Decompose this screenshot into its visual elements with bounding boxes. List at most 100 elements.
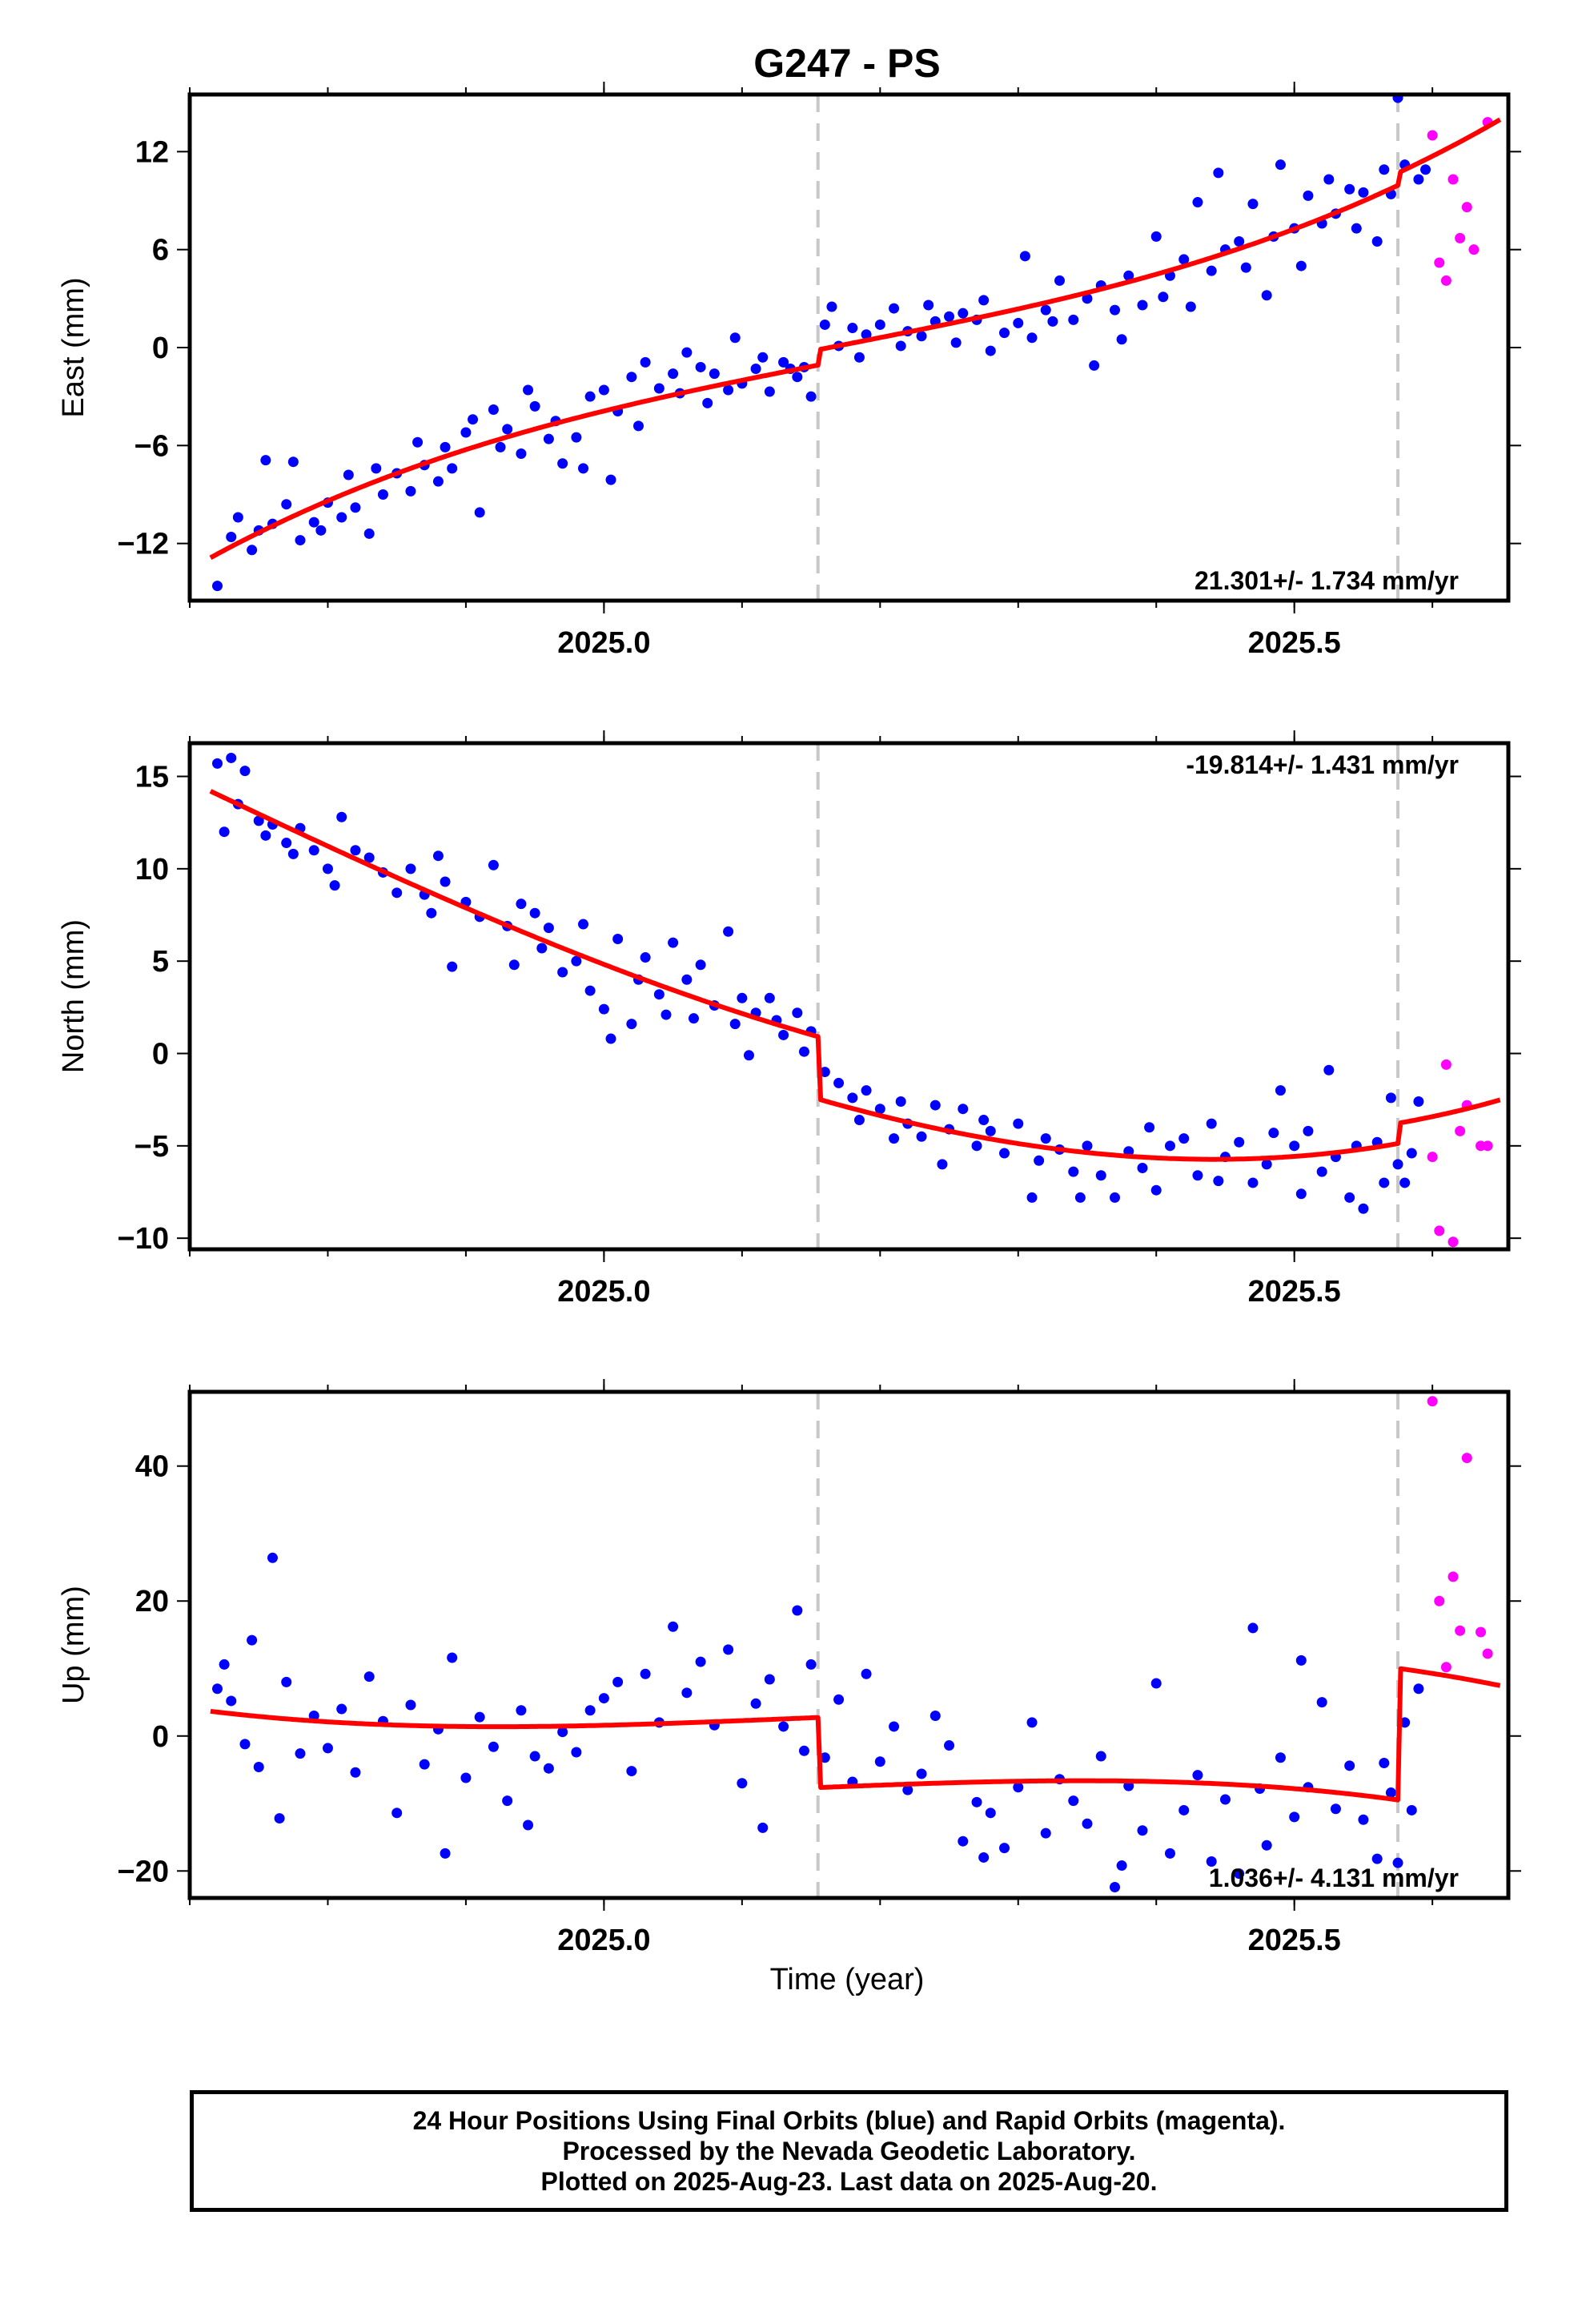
north-final-point — [723, 926, 734, 937]
up-final-point — [1344, 1760, 1355, 1771]
east-final-point — [1123, 270, 1134, 281]
up-final-point — [226, 1695, 237, 1707]
north-final-point — [853, 1115, 865, 1126]
up-final-point — [944, 1740, 955, 1751]
north-final-point — [543, 923, 554, 934]
figure-title: G247 - PS — [753, 41, 940, 86]
north-final-point — [1385, 1092, 1396, 1104]
north-final-point — [336, 811, 347, 822]
up-final-point — [1068, 1795, 1079, 1807]
north-final-point — [1275, 1085, 1286, 1096]
north-final-point — [1392, 1159, 1403, 1170]
east-final-point — [1275, 159, 1286, 171]
east-final-point — [792, 372, 803, 383]
north-final-point — [1013, 1118, 1024, 1129]
up-final-point — [695, 1656, 706, 1667]
north-final-point — [226, 752, 237, 763]
east-x-tick-label: 2025.0 — [557, 626, 650, 660]
east-final-point — [889, 303, 900, 314]
up-final-point — [1330, 1803, 1341, 1815]
east-final-point — [440, 441, 451, 452]
north-final-point — [405, 863, 416, 875]
east-final-point — [729, 332, 741, 344]
up-final-point — [1026, 1717, 1038, 1728]
north-final-point — [743, 1050, 754, 1061]
north-final-point — [287, 848, 299, 859]
up-final-point — [447, 1652, 458, 1663]
north-final-point — [971, 1140, 982, 1152]
north-final-point — [1344, 1192, 1355, 1203]
north-final-point — [447, 961, 458, 972]
north-final-point — [729, 1019, 741, 1030]
up-final-point — [1082, 1818, 1093, 1829]
east-final-point — [632, 420, 644, 432]
east-final-point — [874, 319, 885, 330]
east-final-point — [598, 384, 609, 396]
up-final-point — [1013, 1782, 1024, 1793]
footer-box: 24 Hour Positions Using Final Orbits (bl… — [190, 2090, 1508, 2212]
north-final-point — [764, 992, 775, 1003]
up-final-point — [502, 1795, 513, 1807]
up-final-point — [247, 1634, 258, 1646]
up-final-point — [1295, 1655, 1307, 1666]
east-final-point — [757, 352, 769, 363]
up-final-point — [889, 1721, 900, 1732]
north-final-point — [958, 1104, 969, 1115]
east-final-point — [819, 319, 830, 330]
up-final-point — [363, 1671, 375, 1683]
east-final-point — [999, 328, 1010, 339]
up-final-point — [985, 1807, 996, 1819]
north-final-point — [598, 1003, 609, 1015]
up-final-point — [322, 1743, 333, 1754]
east-final-point — [432, 476, 444, 487]
up-final-point — [640, 1668, 651, 1679]
east-x-tick-label: 2025.5 — [1248, 626, 1341, 660]
north-y-tick-label: −5 — [135, 1130, 169, 1164]
east-final-point — [1413, 174, 1424, 185]
up-final-point — [668, 1621, 679, 1632]
up-rapid-point — [1434, 1595, 1445, 1606]
east-final-point — [371, 463, 382, 474]
north-final-point — [1074, 1192, 1086, 1203]
up-x-tick-label: 2025.5 — [1248, 1924, 1341, 1957]
up-final-point — [295, 1748, 306, 1759]
north-final-point — [985, 1125, 996, 1136]
up-final-point — [1261, 1839, 1272, 1851]
up-final-point — [543, 1763, 554, 1774]
east-final-point — [308, 517, 319, 528]
up-rapid-point — [1440, 1662, 1452, 1673]
up-final-point — [861, 1668, 872, 1679]
east-final-point — [1068, 314, 1079, 325]
north-final-point — [426, 907, 437, 919]
east-final-point — [750, 364, 761, 375]
north-final-point — [653, 989, 665, 1000]
up-final-point — [1399, 1717, 1411, 1728]
up-final-point — [902, 1784, 913, 1795]
east-final-point — [709, 368, 720, 380]
north-final-point — [281, 838, 292, 849]
north-final-point — [895, 1096, 906, 1107]
east-final-point — [460, 427, 472, 438]
east-final-point — [1420, 164, 1431, 175]
east-final-point — [343, 469, 354, 480]
up-x-tick-label: 2025.0 — [557, 1924, 650, 1957]
north-final-point — [819, 1067, 830, 1078]
up-final-point — [571, 1747, 582, 1758]
up-final-point — [1040, 1827, 1051, 1839]
up-final-point — [798, 1745, 809, 1756]
north-final-point — [640, 952, 651, 963]
east-final-point — [1303, 190, 1314, 201]
east-final-point — [978, 295, 990, 306]
east-final-point — [626, 372, 637, 383]
east-final-point — [1323, 174, 1335, 185]
up-final-point — [1164, 1848, 1175, 1859]
up-model-curve — [210, 1666, 1501, 1803]
footer-line-3: Plotted on 2025-Aug-23. Last data on 202… — [540, 2167, 1158, 2196]
footer-line-2: Processed by the Nevada Geodetic Laborat… — [562, 2137, 1136, 2165]
east-final-point — [764, 386, 775, 397]
east-final-point — [1247, 199, 1259, 210]
up-final-point — [764, 1674, 775, 1685]
north-rapid-point — [1455, 1125, 1466, 1136]
north-final-point — [211, 758, 223, 769]
east-final-point — [1013, 317, 1024, 328]
